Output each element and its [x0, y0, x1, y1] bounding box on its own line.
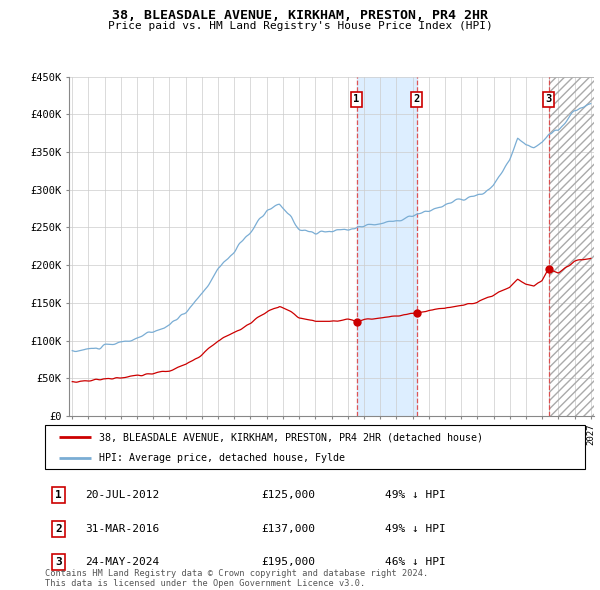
Text: 31-MAR-2016: 31-MAR-2016 — [86, 524, 160, 533]
Text: 49% ↓ HPI: 49% ↓ HPI — [385, 524, 446, 533]
Text: 3: 3 — [55, 557, 62, 567]
Text: 3: 3 — [545, 94, 552, 104]
Text: 20-JUL-2012: 20-JUL-2012 — [86, 490, 160, 500]
Text: 1: 1 — [55, 490, 62, 500]
Bar — [548, 77, 599, 416]
Text: 2: 2 — [413, 94, 419, 104]
Text: £125,000: £125,000 — [261, 490, 315, 500]
Text: £195,000: £195,000 — [261, 557, 315, 567]
Text: 49% ↓ HPI: 49% ↓ HPI — [385, 490, 446, 500]
Text: 24-MAY-2024: 24-MAY-2024 — [86, 557, 160, 567]
Text: 38, BLEASDALE AVENUE, KIRKHAM, PRESTON, PR4 2HR: 38, BLEASDALE AVENUE, KIRKHAM, PRESTON, … — [112, 9, 488, 22]
Text: Contains HM Land Registry data © Crown copyright and database right 2024.
This d: Contains HM Land Registry data © Crown c… — [45, 569, 428, 588]
Text: 2: 2 — [55, 524, 62, 533]
Bar — [356, 77, 416, 416]
Bar — [548, 77, 599, 416]
Text: 46% ↓ HPI: 46% ↓ HPI — [385, 557, 446, 567]
Text: HPI: Average price, detached house, Fylde: HPI: Average price, detached house, Fyld… — [99, 453, 345, 463]
Text: 38, BLEASDALE AVENUE, KIRKHAM, PRESTON, PR4 2HR (detached house): 38, BLEASDALE AVENUE, KIRKHAM, PRESTON, … — [99, 432, 483, 442]
Text: 1: 1 — [353, 94, 360, 104]
Text: £137,000: £137,000 — [261, 524, 315, 533]
Text: Price paid vs. HM Land Registry's House Price Index (HPI): Price paid vs. HM Land Registry's House … — [107, 21, 493, 31]
